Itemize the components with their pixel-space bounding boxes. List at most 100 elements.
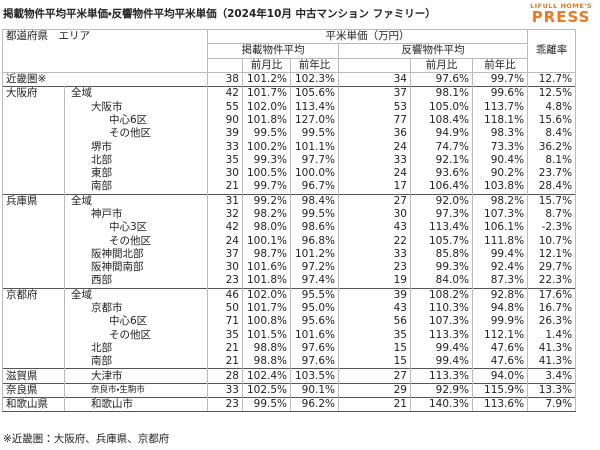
- logo: LIFULL HOME'S PRESS: [530, 2, 592, 25]
- empty-cell: [2, 153, 65, 167]
- value-cell: 23.7%: [527, 166, 577, 181]
- value-cell: 97.3%: [410, 207, 473, 222]
- header-unit-price: 平米単価（万円）: [206, 28, 529, 45]
- footnote: ※近畿圏：大阪府、兵庫県、京都府: [3, 433, 170, 445]
- area-cell: 奈良市・生駒市: [64, 382, 208, 398]
- value-cell: 37: [207, 247, 243, 262]
- pref-cell: 兵庫県: [2, 193, 65, 208]
- value-cell: 38: [207, 71, 243, 87]
- table-row: 和歌山県 和歌山市 23 99.5% 96.2% 21 140.3% 113.6% 7.9%: [2, 397, 577, 413]
- value-cell: 127.0%: [290, 113, 339, 128]
- value-cell: 21: [338, 397, 411, 413]
- header-divergence: 乖離率: [527, 43, 577, 73]
- pref-cell: 滋賀県: [2, 368, 65, 384]
- value-cell: 8.1%: [527, 153, 577, 167]
- value-cell: 102.0%: [242, 100, 291, 114]
- table-row: 神戸市 32 98.2% 99.5% 30 97.3% 107.3% 8.7%: [2, 207, 577, 222]
- value-cell: 96.8%: [290, 234, 339, 248]
- table-row: 中心3区 42 98.0% 98.6% 43 113.4% 106.1% -2.3%: [2, 221, 577, 235]
- value-cell: 102.0%: [242, 287, 291, 302]
- value-cell: 95.0%: [290, 301, 339, 316]
- area-cell: 東部: [64, 166, 208, 181]
- value-cell: 87.3%: [471, 274, 529, 289]
- table-row: その他区 39 99.5% 99.5% 36 94.9% 98.3% 8.4%: [2, 127, 577, 141]
- area-cell: 全域: [64, 287, 208, 302]
- value-cell: 113.7%: [471, 100, 529, 114]
- value-cell: 99.7%: [242, 180, 291, 195]
- area-cell: 中心3区: [64, 221, 208, 235]
- value-cell: 101.8%: [242, 113, 291, 128]
- value-cell: 98.2%: [471, 193, 529, 208]
- value-cell: 97.2%: [290, 261, 339, 275]
- value-cell: 24: [338, 140, 411, 154]
- value-cell: 107.3%: [410, 315, 473, 329]
- value-cell: 30: [338, 207, 411, 222]
- value-cell: 39: [338, 287, 411, 302]
- area-cell: その他区: [64, 234, 208, 248]
- value-cell: 8.7%: [527, 207, 577, 222]
- value-cell: 101.7%: [242, 301, 291, 316]
- value-cell: -2.3%: [527, 221, 577, 235]
- value-cell: 15: [338, 341, 411, 356]
- value-cell: 113.3%: [410, 328, 473, 342]
- value-cell: 29.7%: [527, 261, 577, 275]
- table-row: 中心6区 90 101.8% 127.0% 77 108.4% 118.1% 15.6%: [2, 113, 577, 128]
- value-cell: 96.7%: [290, 180, 339, 195]
- table-row: その他区 24 100.1% 96.8% 22 105.7% 111.8% 10.7%: [2, 234, 577, 248]
- value-cell: 74.7%: [410, 140, 473, 154]
- pref-cell: 大阪府: [2, 86, 65, 101]
- value-cell: 27: [338, 368, 411, 384]
- empty-cell: [2, 100, 65, 114]
- empty-cell: [2, 328, 65, 342]
- empty-cell: [2, 355, 65, 369]
- value-cell: 97.7%: [290, 153, 339, 167]
- value-cell: 47.6%: [471, 341, 529, 356]
- value-cell: 77: [338, 113, 411, 128]
- value-cell: 90.2%: [471, 166, 529, 181]
- logo-bottom: PRESS: [531, 8, 591, 26]
- value-cell: 73.3%: [471, 140, 529, 154]
- value-cell: 100.5%: [242, 166, 291, 181]
- value-cell: 22: [338, 234, 411, 248]
- value-cell: 99.2%: [242, 193, 291, 208]
- value-cell: 101.5%: [242, 328, 291, 342]
- value-cell: 100.0%: [290, 166, 339, 181]
- value-cell: 32: [207, 207, 243, 222]
- value-cell: 84.0%: [410, 274, 473, 289]
- table-row: 西部 23 101.8% 97.4% 19 84.0% 87.3% 22.3%: [2, 274, 577, 289]
- value-cell: 99.6%: [471, 86, 529, 101]
- value-cell: 43: [338, 221, 411, 235]
- value-cell: 105.6%: [290, 86, 339, 101]
- value-cell: 12.1%: [527, 247, 577, 262]
- value-cell: 110.3%: [410, 301, 473, 316]
- value-cell: 27: [338, 193, 411, 208]
- value-cell: 118.1%: [471, 113, 529, 128]
- area-cell: 堺市: [64, 140, 208, 154]
- value-cell: 93.6%: [410, 166, 473, 181]
- value-cell: 97.6%: [410, 71, 473, 87]
- empty-cell: [2, 207, 65, 222]
- value-cell: 94.9%: [410, 127, 473, 141]
- value-cell: 106.1%: [471, 221, 529, 235]
- table-row: 京都市 50 101.7% 95.0% 43 110.3% 94.8% 16.7%: [2, 301, 577, 316]
- value-cell: 23: [207, 397, 243, 413]
- value-cell: 12.7%: [527, 71, 577, 87]
- value-cell: 92.9%: [410, 382, 473, 398]
- value-cell: 113.4%: [290, 100, 339, 114]
- value-cell: 108.4%: [410, 113, 473, 128]
- area-cell: 北部: [64, 153, 208, 167]
- value-cell: 37: [338, 86, 411, 101]
- header-yoy: 前年比: [471, 57, 529, 73]
- area-cell: 和歌山市: [64, 397, 208, 413]
- value-cell: 10.7%: [527, 234, 577, 248]
- value-cell: 21: [207, 355, 243, 369]
- table-row: 奈良県 奈良市・生駒市 33 102.5% 90.1% 29 92.9% 115.9% 13.3…: [2, 382, 577, 398]
- area-cell: 北部: [64, 341, 208, 356]
- value-cell: 16.7%: [527, 301, 577, 316]
- value-cell: 97.6%: [290, 341, 339, 356]
- value-cell: 92.8%: [471, 287, 529, 302]
- value-cell: 99.3%: [242, 153, 291, 167]
- value-cell: 95.5%: [290, 287, 339, 302]
- value-cell: 22.3%: [527, 274, 577, 289]
- value-cell: 101.6%: [242, 261, 291, 275]
